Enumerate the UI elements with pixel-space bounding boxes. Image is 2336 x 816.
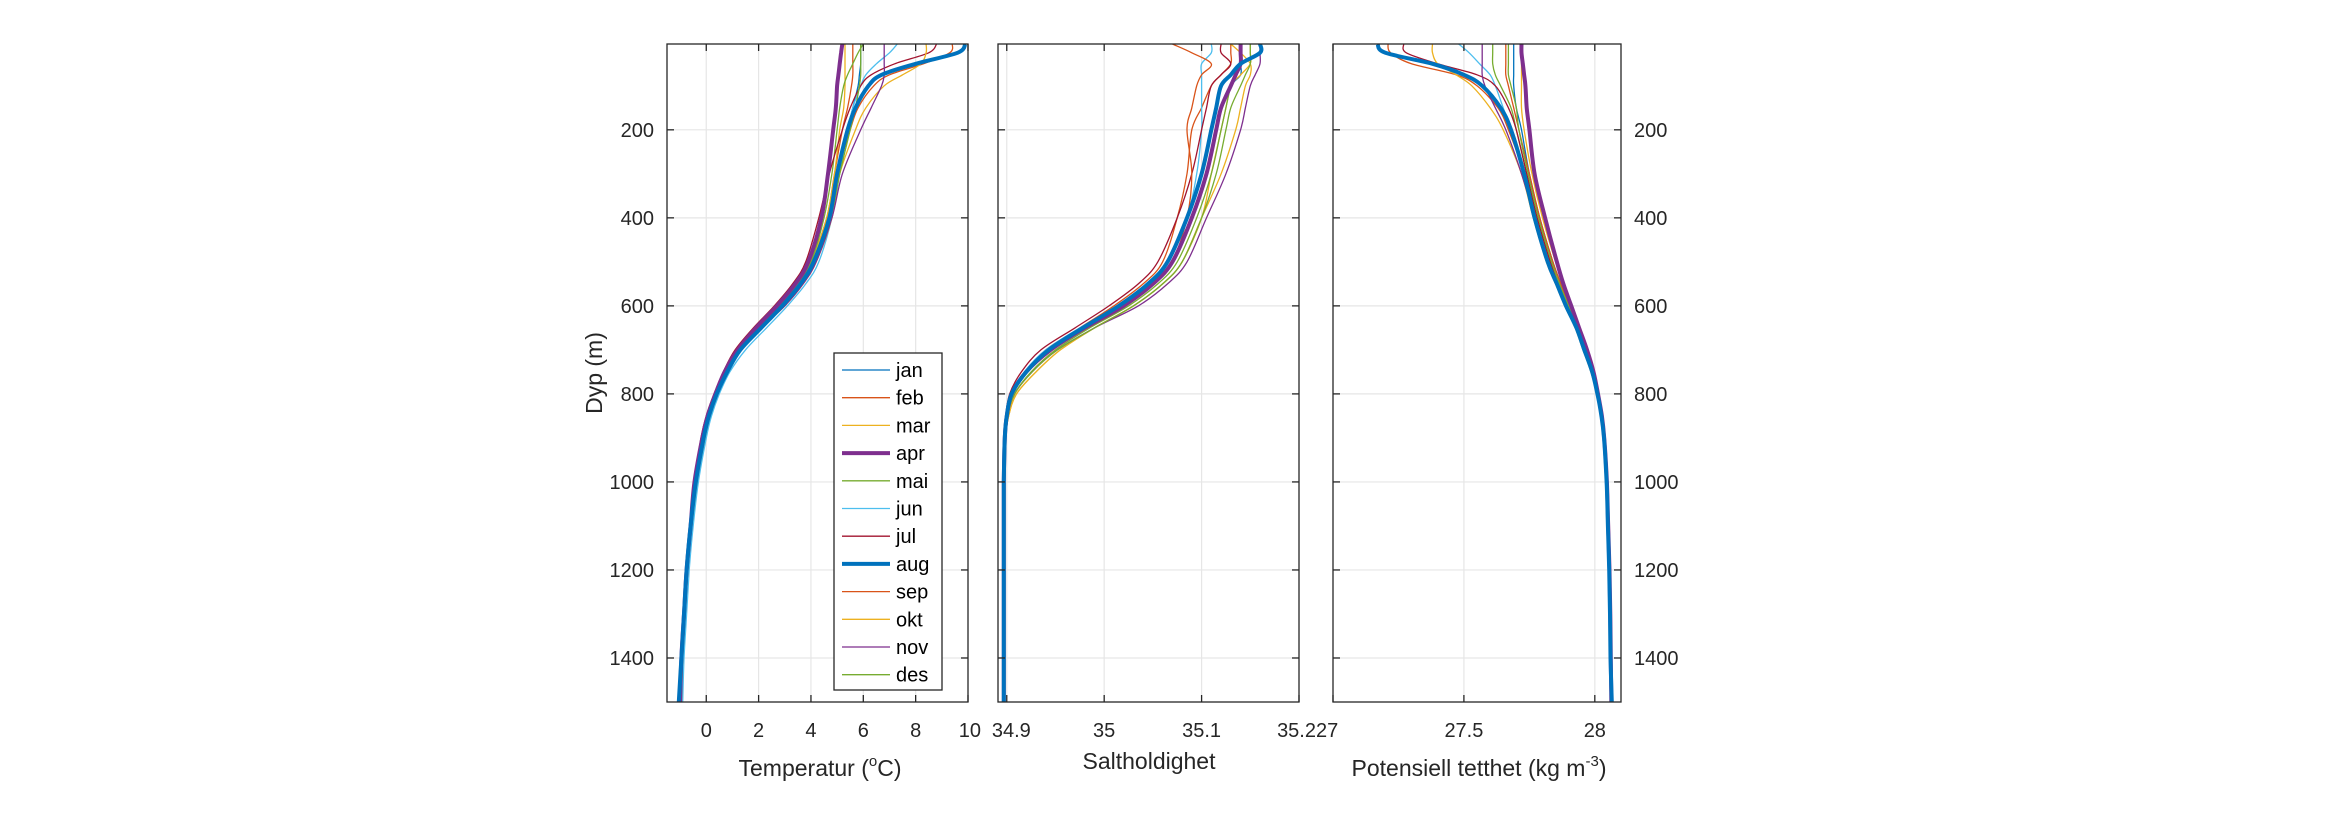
series-sep-line [1387, 44, 1612, 702]
series-mar-line [1520, 44, 1612, 702]
x-label-main: Temperatur ( [739, 755, 870, 781]
y-tick-label-right: 1000 [1634, 472, 1679, 494]
y-tick-label-right: 600 [1634, 296, 1667, 318]
series-mar-line [679, 44, 846, 702]
salinity-panel: 34.9 35 35.1 35.2 [992, 43, 1316, 742]
x-tick-label: 35.1 [1182, 720, 1221, 742]
legend-label-feb: feb [896, 388, 924, 410]
density-panel: 27 27.5 28 200 400 600 800 1000 1200 1400 [1316, 43, 1679, 742]
temperature-panel: 0 2 4 6 8 10 200 400 600 800 1000 1200 1400 [610, 43, 981, 742]
x-tick-label: 34.9 [992, 720, 1031, 742]
x-tick-label: 27 [1316, 720, 1338, 742]
y-tick-label-right: 400 [1634, 208, 1667, 230]
y-tick-label: 800 [621, 384, 654, 406]
series-apr-line [678, 44, 845, 702]
x-tick-label: 8 [910, 720, 921, 742]
legend-label-des: des [896, 665, 928, 687]
legend-label-jan: jan [895, 360, 923, 382]
legend-label-mar: mar [896, 415, 931, 437]
series-lines [1375, 44, 1614, 702]
axes-frame [997, 43, 1300, 703]
x-label-sup: o [869, 753, 877, 770]
series-jan-line [1512, 44, 1612, 702]
series-mai-line [1004, 44, 1242, 702]
x-label-end: C) [877, 755, 901, 781]
legend: jan feb mar apr mai jun jul aug sep okt nov des [833, 352, 943, 691]
y-tick-label: 600 [621, 296, 654, 318]
y-tick-label: 400 [621, 208, 654, 230]
legend-box [833, 352, 943, 691]
x-label-main: Potensiell tetthet (kg m [1352, 755, 1586, 781]
x-label-end: ) [1599, 755, 1607, 781]
y-tick-label: 1400 [610, 648, 655, 670]
x-tick-label: 4 [805, 720, 816, 742]
y-tick-label-right: 1400 [1634, 648, 1679, 670]
series-jul-line [1402, 44, 1612, 702]
y-tick-label-right: 800 [1634, 384, 1667, 406]
series-lines [676, 44, 968, 702]
x-tick-label: 35 [1093, 720, 1115, 742]
legend-label-sep: sep [896, 582, 928, 604]
axes-frame [666, 43, 969, 703]
x-label-sup: -3 [1585, 753, 1598, 770]
series-apr-line [1001, 44, 1243, 702]
x-tick-label: 2 [753, 720, 764, 742]
y-tick-label: 200 [621, 120, 654, 142]
series-jul-line [1002, 44, 1232, 702]
series-aug-line [1001, 44, 1264, 702]
legend-label-aug: aug [896, 554, 929, 576]
legend-label-apr: apr [896, 443, 925, 465]
x-tick-label: 6 [858, 720, 869, 742]
series-jan-line [1003, 44, 1242, 702]
x-tick-label: 27.5 [1444, 720, 1483, 742]
legend-label-jun: jun [895, 499, 923, 521]
legend-label-okt: okt [896, 609, 923, 631]
x-axis-label-salinity: Saltholdighet [1083, 748, 1217, 774]
x-tick-label: 10 [959, 720, 981, 742]
series-nov-line [1004, 44, 1262, 702]
series-feb-line [1003, 44, 1233, 702]
series-apr-line [1519, 44, 1614, 702]
series-aug-line [676, 44, 968, 702]
y-tick-label: 1200 [610, 560, 655, 582]
x-tick-label: 0 [701, 720, 712, 742]
legend-label-jul: jul [895, 526, 916, 548]
x-tick-label: 35.2 [1277, 720, 1316, 742]
y-axis-label: Dyp (m) [581, 332, 607, 414]
series-aug-line [1375, 44, 1614, 702]
x-tick-label: 28 [1584, 720, 1606, 742]
legend-label-mai: mai [896, 471, 928, 493]
y-tick-label-right: 200 [1634, 120, 1667, 142]
y-tick-label: 1000 [610, 472, 655, 494]
legend-label-nov: nov [896, 637, 928, 659]
x-axis-label-temperature: Temperatur (oC) [739, 753, 902, 781]
series-jun-line [1458, 44, 1612, 702]
y-tick-label-right: 1200 [1634, 560, 1679, 582]
x-axis-label-density: Potensiell tetthet (kg m-3) [1352, 753, 1607, 781]
series-lines [1001, 44, 1264, 702]
axes-frame [1332, 43, 1622, 703]
